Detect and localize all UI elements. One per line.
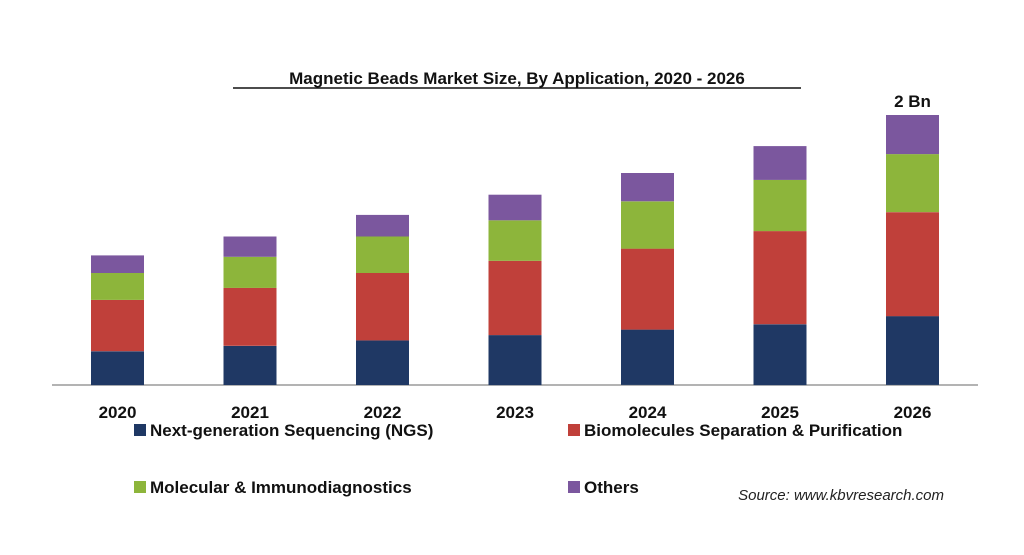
bar-segment-others-2026 (886, 115, 939, 155)
legend-swatch-others (568, 481, 580, 493)
legend: Next-generation Sequencing (NGS) Biomolec… (134, 421, 902, 497)
bar-segment-biomolecules-separation-purification-2026 (886, 212, 939, 317)
x-tick-label-2023: 2023 (496, 403, 534, 422)
total-annotation-2026: 2 Bn (894, 92, 931, 111)
bar-segment-others-2021 (223, 236, 277, 257)
x-tick-label-2021: 2021 (231, 403, 269, 422)
x-tick-label-2022: 2022 (364, 403, 402, 422)
x-tick-label-2026: 2026 (894, 403, 932, 422)
bar-segment-molecular-immunodiagnostics-2026 (886, 154, 939, 213)
bar-segment-molecular-immunodiagnostics-2022 (356, 236, 409, 273)
bar-segment-biomolecules-separation-purification-2023 (488, 260, 542, 336)
bar-segment-molecular-immunodiagnostics-2020 (91, 272, 144, 300)
bar-segment-biomolecules-separation-purification-2022 (356, 272, 409, 341)
x-tick-label-2024: 2024 (629, 403, 667, 422)
bar-segment-biomolecules-separation-purification-2025 (753, 231, 807, 325)
bar-segment-next-generation-sequencing-ngs-2021 (223, 345, 277, 385)
legend-swatch-molecular-immunodiagnostics (134, 481, 146, 493)
bar-segment-next-generation-sequencing-ngs-2026 (886, 316, 939, 385)
legend-label-biomolecules-separation-purification: Biomolecules Separation & Purification (584, 421, 902, 440)
bar-segment-others-2024 (621, 173, 674, 202)
legend-label-next-generation-sequencing-ngs: Next-generation Sequencing (NGS) (150, 421, 433, 440)
bar-segment-biomolecules-separation-purification-2020 (91, 299, 144, 352)
bar-segment-molecular-immunodiagnostics-2021 (223, 256, 277, 288)
bar-segment-biomolecules-separation-purification-2024 (621, 248, 674, 330)
legend-swatch-biomolecules-separation-purification (568, 424, 580, 436)
x-axis-tick-labels: 2020 2021 2022 2023 2024 2025 2026 (99, 403, 932, 422)
legend-label-molecular-immunodiagnostics: Molecular & Immunodiagnostics (150, 478, 412, 497)
source-caption: Source: www.kbvresearch.com (738, 487, 944, 504)
bar-segment-molecular-immunodiagnostics-2024 (621, 201, 674, 249)
bar-segment-next-generation-sequencing-ngs-2023 (488, 335, 542, 386)
legend-label-others: Others (584, 478, 639, 497)
bar-segment-biomolecules-separation-purification-2021 (223, 287, 277, 346)
legend-swatch-next-generation-sequencing-ngs (134, 424, 146, 436)
bar-segment-next-generation-sequencing-ngs-2020 (91, 351, 144, 386)
chart-title-group: Magnetic Beads Market Size, By Applicati… (233, 69, 801, 89)
bar-segment-others-2020 (91, 255, 144, 273)
bar-segment-next-generation-sequencing-ngs-2022 (356, 340, 409, 385)
chart-title: Magnetic Beads Market Size, By Applicati… (289, 69, 745, 88)
bar-segment-molecular-immunodiagnostics-2025 (753, 179, 807, 232)
bar-segment-molecular-immunodiagnostics-2023 (488, 220, 542, 261)
bar-segment-others-2023 (488, 194, 542, 221)
bars-layer (91, 115, 939, 386)
x-tick-label-2025: 2025 (761, 403, 799, 422)
bar-segment-next-generation-sequencing-ngs-2025 (753, 324, 807, 386)
x-tick-label-2020: 2020 (99, 403, 137, 422)
bar-segment-next-generation-sequencing-ngs-2024 (621, 329, 674, 385)
bar-segment-others-2022 (356, 214, 409, 237)
annotations-layer: 2 Bn (894, 92, 931, 111)
bar-segment-others-2025 (753, 146, 807, 180)
